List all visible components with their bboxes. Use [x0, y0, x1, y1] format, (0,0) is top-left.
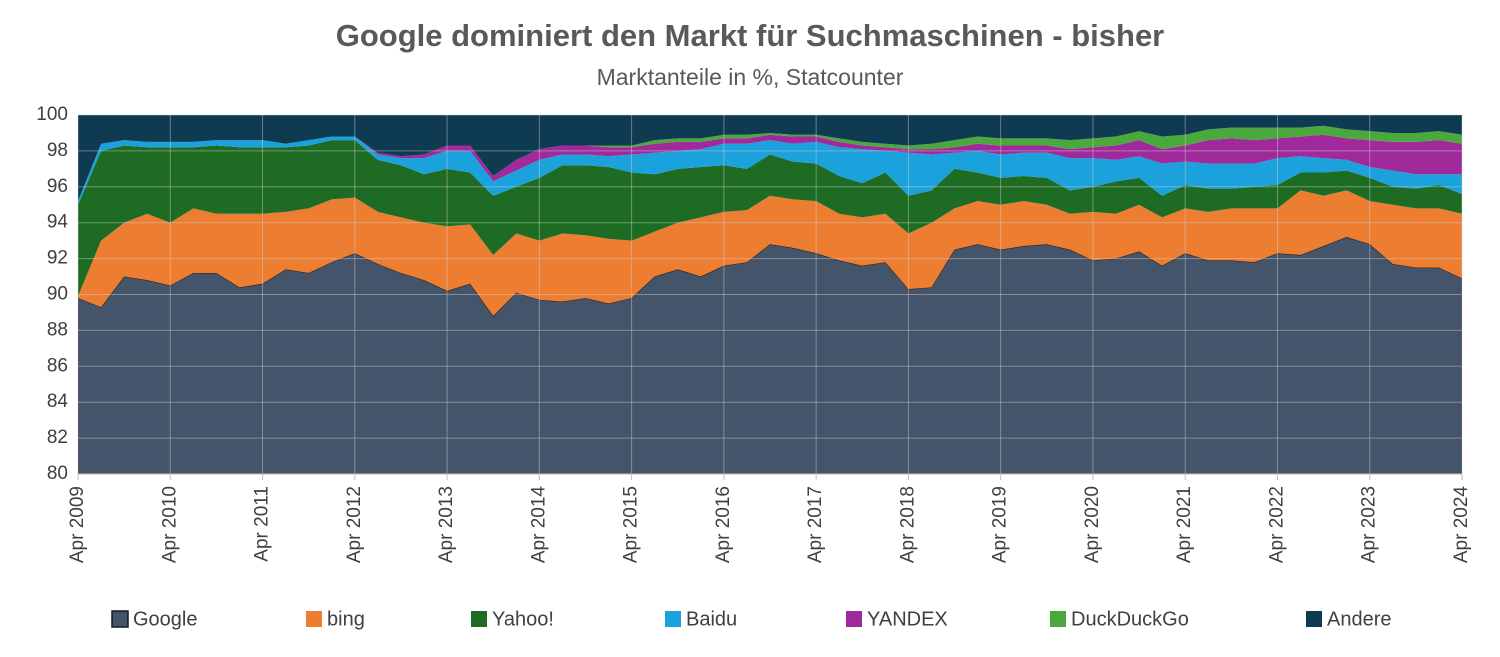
y-tick-label: 84	[47, 391, 69, 412]
y-tick-label: 90	[47, 284, 68, 305]
x-tick-label: Apr 2020	[1082, 486, 1103, 563]
y-tick-label: 88	[47, 319, 68, 340]
x-tick-label: Apr 2022	[1266, 486, 1287, 563]
y-tick-label: 92	[47, 248, 68, 269]
x-tick-label: Apr 2012	[344, 486, 365, 563]
legend-label: bing	[327, 608, 365, 630]
x-tick-label: Apr 2014	[528, 486, 549, 564]
x-tick-label: Apr 2009	[67, 486, 88, 563]
x-tick-label: Apr 2013	[436, 486, 457, 563]
x-tick-label: Apr 2018	[897, 486, 918, 563]
legend-swatch	[111, 610, 129, 628]
y-tick-label: 94	[47, 212, 69, 233]
area	[78, 190, 1462, 317]
area	[78, 236, 1462, 474]
x-tick-label: Apr 2016	[713, 486, 734, 563]
plot-area	[78, 115, 1462, 474]
area	[78, 134, 1462, 202]
y-tick-label: 80	[47, 463, 68, 484]
legend-label: Andere	[1327, 608, 1392, 630]
y-tick-label: 96	[47, 176, 68, 197]
legend-label: DuckDuckGo	[1071, 608, 1189, 630]
area	[78, 136, 1462, 205]
legend-label: Google	[133, 608, 198, 630]
legend-swatch	[665, 611, 681, 627]
legend-label: Yahoo!	[492, 608, 554, 630]
legend-swatch	[846, 611, 862, 627]
x-tick-label: Apr 2011	[252, 486, 273, 562]
x-tick-label: Apr 2021	[1174, 486, 1195, 563]
x-tick-label: Apr 2024	[1451, 486, 1472, 564]
legend-label: YANDEX	[867, 608, 948, 630]
legend-swatch	[1306, 611, 1322, 627]
legend-swatch	[306, 611, 322, 627]
area	[78, 115, 1462, 202]
chart-title: Google dominiert den Markt für Suchmasch…	[336, 18, 1165, 53]
y-tick-label: 86	[47, 355, 68, 376]
chart-subtitle: Marktanteile in %, Statcounter	[597, 64, 904, 90]
x-tick-label: Apr 2015	[621, 486, 642, 563]
x-tick-label: Apr 2023	[1359, 486, 1380, 563]
y-tick-label: 82	[47, 427, 68, 448]
x-tick-label: Apr 2010	[159, 486, 180, 563]
x-tick-label: Apr 2017	[805, 486, 826, 563]
legend-swatch	[471, 611, 487, 627]
x-tick-label: Apr 2019	[990, 486, 1011, 563]
area	[78, 140, 1462, 297]
y-tick-label: 98	[47, 140, 68, 161]
area	[78, 125, 1462, 202]
legend-label: Baidu	[686, 608, 737, 630]
legend-swatch	[1050, 611, 1066, 627]
y-tick-label: 100	[36, 104, 68, 125]
